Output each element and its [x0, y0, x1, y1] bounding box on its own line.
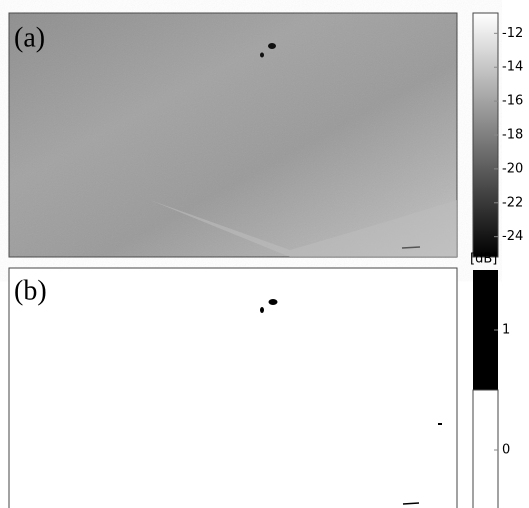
tick-label: -20 [502, 161, 523, 176]
panel-label: (b) [14, 275, 47, 306]
tick-label: -16 [502, 94, 523, 109]
panel-b-image [9, 268, 457, 508]
tick-label: -12 [502, 26, 523, 41]
colorbar [473, 270, 498, 508]
tick-label: -22 [502, 195, 523, 210]
figure: (a) [dB] (b) -12 -14 -16 -18 -20 -22 -24 1 0 [0, 0, 529, 508]
colorbar-unit: [dB] [470, 252, 497, 267]
tick-label: -24 [502, 229, 523, 244]
tick-label: 0 [502, 443, 510, 458]
tick-label: 1 [502, 323, 510, 338]
tick-label: -18 [502, 128, 523, 143]
panel-a-image [9, 13, 457, 257]
tick-label: -14 [502, 60, 523, 75]
panel-label: (a) [14, 22, 45, 53]
